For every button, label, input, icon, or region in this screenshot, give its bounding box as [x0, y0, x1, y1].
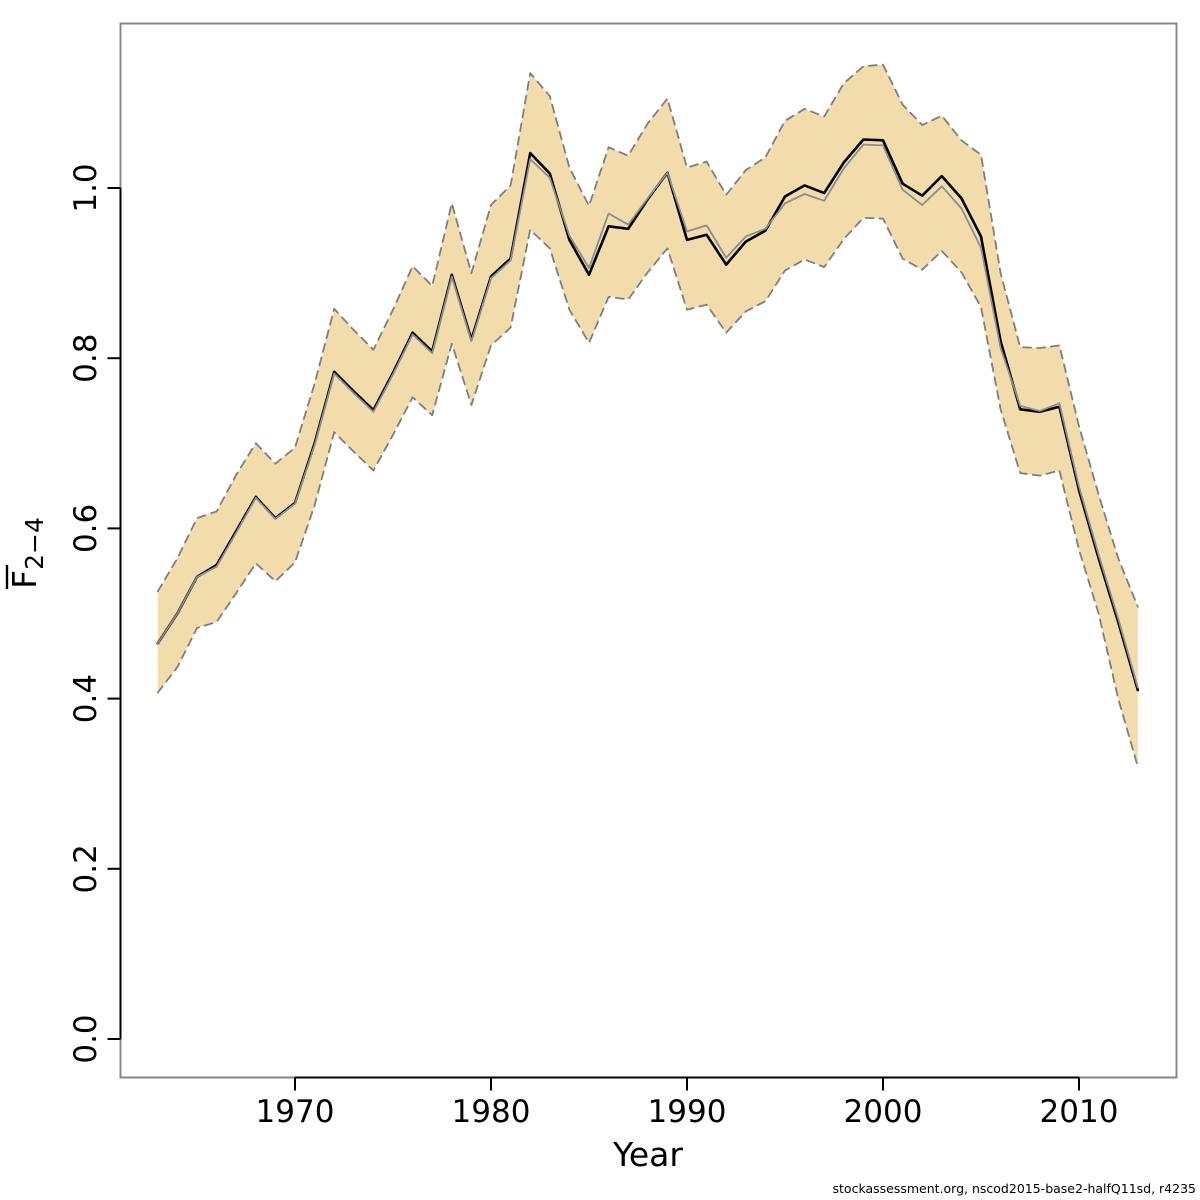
x-tick-label: 2000 — [844, 1094, 923, 1130]
x-tick-label: 1970 — [256, 1094, 335, 1130]
x-tick-label: 1990 — [648, 1094, 727, 1130]
y-tick-label: 0.0 — [68, 1014, 104, 1063]
footer-credit: stockassessment.org, nscod2015-base2-hal… — [833, 1181, 1196, 1196]
x-tick-label: 2010 — [1040, 1094, 1119, 1130]
ci-lower-line — [156, 216, 1139, 768]
x-tick-label: 1980 — [452, 1094, 531, 1130]
y-axis-title-text: F2−4 — [5, 517, 49, 589]
y-tick-label: 0.2 — [68, 844, 104, 893]
fbar-comparison-run-line — [156, 143, 1139, 689]
y-axis-title-letter: F — [5, 570, 44, 589]
y-axis-title: F2−4 — [5, 517, 49, 589]
y-axis-title-subscript: 2−4 — [20, 517, 49, 570]
y-tick-label: 0.6 — [68, 504, 104, 553]
plot-area: 1970 1980 1990 2000 2010 0.0 0.2 0.4 0.6 0.8 1.0 — [68, 22, 1178, 1130]
y-tick-label: 0.8 — [68, 334, 104, 383]
confidence-band — [157, 64, 1138, 767]
y-tick-label: 0.4 — [68, 674, 104, 723]
y-tick-label: 1.0 — [68, 163, 104, 212]
ci-upper-line — [156, 63, 1139, 608]
x-axis-title: Year — [612, 1135, 683, 1174]
